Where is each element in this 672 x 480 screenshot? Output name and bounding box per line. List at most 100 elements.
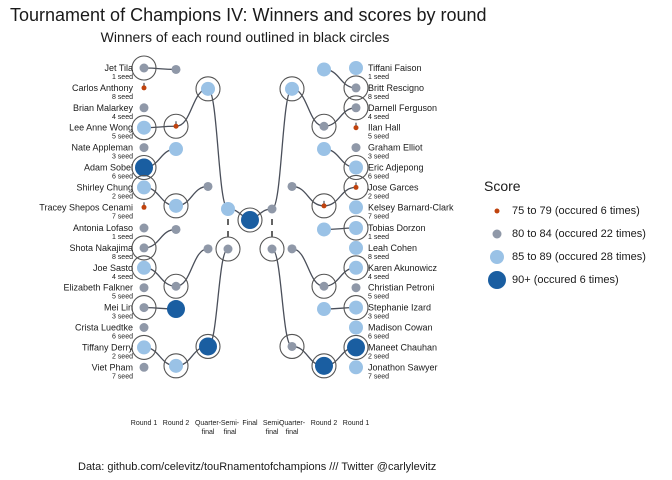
contestant-seed: 1 seed: [368, 74, 389, 81]
contestant-seed: 4 seed: [368, 114, 389, 121]
round2-point: [169, 358, 183, 373]
winner-ring: [131, 55, 157, 81]
legend-item: 85 to 89 (occured 28 times): [484, 245, 646, 268]
round1-point: [139, 303, 149, 313]
round-axis-labels: Round 1 Round 2 Quarter-final Semi-final Fin…: [131, 420, 370, 436]
contestant-seed: 3 seed: [112, 154, 133, 161]
round1-point: [349, 221, 363, 235]
winner-ring: [131, 255, 157, 281]
round1-point: [139, 143, 149, 153]
round1-point: [349, 300, 363, 315]
contestant-seed: 3 seed: [368, 314, 389, 321]
winner-ring: [131, 115, 157, 141]
connector-line: [143, 67, 177, 71]
connector-line: [207, 88, 229, 210]
round-label: Quarter-: [195, 420, 222, 427]
winner-rings: [131, 55, 369, 379]
legend-swatch: [490, 249, 504, 264]
legend-title: Score: [484, 178, 521, 194]
round1-point: [349, 260, 363, 275]
contestant-seed: 2 seed: [368, 193, 389, 200]
round2-point: [171, 224, 181, 234]
contestant-seed: 6 seed: [368, 334, 389, 341]
winner-ring: [279, 333, 305, 360]
winner-ring: [343, 154, 369, 181]
contestant-seed: 8 seed: [112, 254, 133, 261]
quarterfinal-point: [287, 244, 297, 254]
round1-point: [351, 83, 361, 93]
legend-label: 80 to 84 (occured 22 times): [512, 227, 646, 240]
round1-point: [139, 362, 149, 372]
contestant-name: Viet Pham: [92, 362, 133, 372]
round1-point: [139, 283, 149, 293]
contestant-seed: 1 seed: [112, 234, 133, 241]
winner-ring: [215, 236, 241, 262]
round2-point: [317, 142, 331, 157]
contestant-seed: 5 seed: [112, 294, 133, 301]
round1-point: [137, 120, 151, 135]
round-label: final: [266, 429, 279, 436]
round1-point: [351, 143, 361, 153]
contestant-seed: 7 seed: [112, 213, 133, 220]
round2-point: [319, 281, 329, 291]
connector-line: [323, 107, 357, 127]
legend-swatch: [492, 229, 502, 238]
round2-point: [317, 62, 331, 77]
winner-ring: [343, 255, 369, 281]
round1-point: [349, 240, 363, 255]
contestant-name: Adam Sobel: [84, 163, 133, 173]
contestant-seed: 4 seed: [112, 114, 133, 121]
round-label: Semi-: [221, 420, 240, 427]
round2-point: [171, 281, 181, 291]
round2-point: [167, 300, 185, 319]
semifinal-point: [267, 244, 277, 254]
round2-point: [173, 123, 179, 129]
contestant-name: Madison Cowan: [368, 323, 433, 333]
semifinal-point: [267, 204, 277, 214]
contestant-name: Crista Luedtke: [75, 323, 133, 333]
contestant-name: Jet Tila: [104, 63, 133, 73]
contestant-name: Britt Rescigno: [368, 83, 424, 93]
legend-swatch: [494, 208, 500, 213]
connector-line: [271, 248, 293, 348]
contestant-seed: 6 seed: [112, 334, 133, 341]
contestant-seed: 1 seed: [368, 234, 389, 241]
contestant-name: Graham Elliot: [368, 143, 423, 153]
round1-point: [349, 200, 363, 215]
quarterfinal-point: [203, 244, 213, 254]
quarterfinal-point: [199, 337, 217, 356]
round1-point: [351, 283, 361, 293]
round1-point: [353, 184, 359, 190]
round-label: Semi-: [263, 420, 282, 427]
round-label: Round 2: [163, 420, 190, 427]
legend-swatch: [488, 270, 506, 289]
legend-item: 80 to 84 (occured 22 times): [484, 222, 646, 245]
contestant-seed: 7 seed: [368, 213, 389, 220]
winner-ring: [259, 236, 285, 262]
round2-point: [319, 121, 329, 131]
contestant-name: Elizabeth Falkner: [63, 283, 133, 293]
contestant-name: Lee Anne Wong: [69, 123, 133, 133]
winner-ring: [195, 333, 221, 360]
winner-ring: [343, 174, 369, 200]
contestant-name: Nate Appleman: [71, 143, 133, 153]
legend-item: 90+ (occured 6 times): [484, 268, 646, 291]
quarterfinal-point: [203, 181, 213, 191]
round1-point: [137, 260, 151, 275]
contestant-name: Darnell Ferguson: [368, 103, 437, 113]
contestant-name: Tracey Shepos Cenami: [39, 202, 133, 212]
round2-point: [317, 302, 331, 317]
contestant-name: Jonathon Sawyer: [368, 362, 438, 372]
contestant-name: Kelsey Barnard-Clark: [368, 202, 454, 212]
contestant-seed: 3 seed: [112, 314, 133, 321]
winner-ring: [163, 273, 189, 299]
winner-ring: [163, 193, 189, 219]
round1-point: [139, 63, 149, 73]
round-label: final: [286, 429, 299, 436]
round1-point: [353, 125, 359, 131]
winner-ring: [237, 207, 263, 233]
round1-point: [135, 158, 153, 177]
contestant-seed: 4 seed: [112, 274, 133, 281]
contestant-seed: 6 seed: [368, 174, 389, 181]
